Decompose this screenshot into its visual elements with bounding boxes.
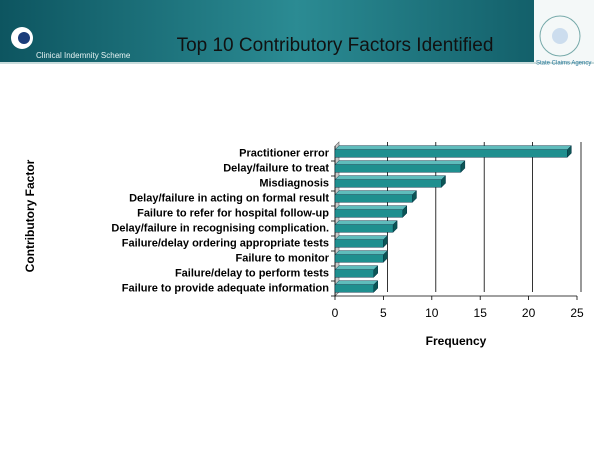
y-tick-label: Failure to refer for hospital follow-up — [137, 207, 329, 219]
x-tick-label: 15 — [474, 306, 488, 320]
y-tick-label: Delay/failure to treat — [223, 162, 329, 174]
bar — [334, 164, 462, 173]
bar-top — [334, 160, 466, 165]
x-tick-label: 10 — [425, 306, 439, 320]
bar — [334, 179, 442, 188]
bar-top — [334, 205, 408, 210]
right-logo-seal — [552, 28, 568, 44]
bar — [334, 284, 374, 293]
left-logo-dot — [18, 32, 30, 44]
bar-top — [334, 235, 389, 240]
bar — [334, 194, 413, 203]
bar-top — [334, 190, 418, 195]
chart: 0 5 10 15 20 25 Practitioner error Delay/failur… — [23, 141, 584, 348]
y-tick-label: Delay/failure in recognising complicatio… — [111, 222, 329, 234]
y-axis-title: Contributory Factor — [23, 159, 37, 272]
bar-top — [334, 220, 398, 225]
bar — [334, 269, 374, 278]
slide-title: Top 10 Contributory Factors Identified — [177, 35, 494, 56]
y-tick-label: Failure/delay to perform tests — [175, 267, 329, 279]
y-tick-label: Failure/delay ordering appropriate tests — [122, 237, 329, 249]
x-axis-title: Frequency — [426, 334, 487, 348]
x-tick-label: 20 — [522, 306, 536, 320]
bar-top — [334, 175, 447, 180]
bar-top — [334, 280, 379, 285]
right-logo-text: State Claims Agency — [536, 61, 591, 67]
y-tick-label: Delay/failure in acting on formal result — [129, 192, 329, 204]
y-tick-label: Failure to provide adequate information — [122, 282, 329, 294]
y-tick-label: Failure to monitor — [236, 252, 330, 264]
x-tick-label: 5 — [380, 306, 387, 320]
x-tick-label: 25 — [570, 306, 584, 320]
bar — [334, 224, 394, 233]
left-logo-text: Clinical Indemnity Scheme — [36, 51, 131, 60]
y-tick-label: Misdiagnosis — [259, 177, 329, 189]
y-tick-label: Practitioner error — [239, 147, 330, 159]
bar — [334, 149, 568, 158]
bar — [334, 209, 404, 218]
header-rule — [0, 62, 594, 64]
bar-top — [334, 250, 389, 255]
bar — [334, 254, 384, 263]
bar — [334, 239, 384, 248]
header-band — [0, 0, 594, 62]
x-tick-label: 0 — [332, 306, 339, 320]
right-logo-ring — [539, 15, 581, 57]
bar-top — [334, 265, 379, 270]
bar-top — [334, 145, 572, 150]
